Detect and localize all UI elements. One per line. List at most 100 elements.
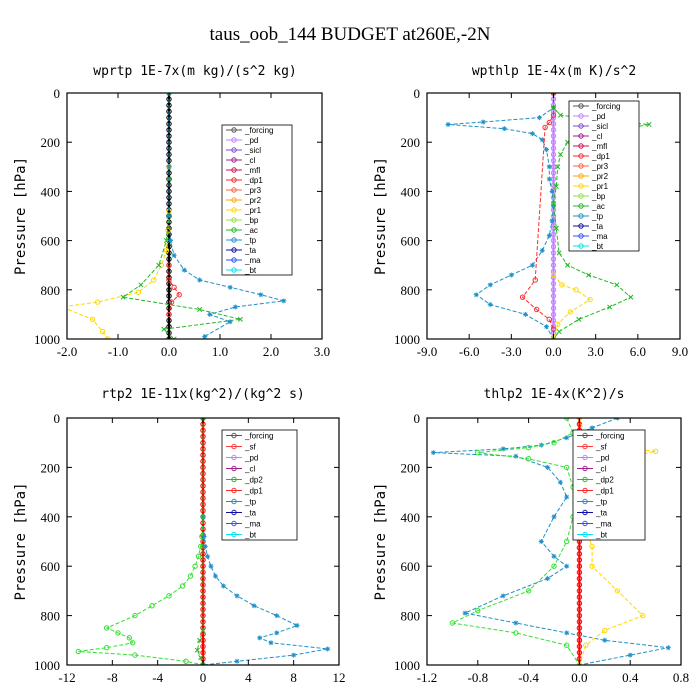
data-point bbox=[480, 119, 486, 125]
legend-marker bbox=[231, 187, 237, 193]
data-point bbox=[200, 627, 206, 633]
data-point bbox=[602, 637, 608, 643]
data-point bbox=[628, 294, 634, 300]
legend-marker bbox=[582, 498, 588, 505]
y-tick-label: 800 bbox=[401, 283, 421, 298]
data-point bbox=[200, 489, 206, 495]
data-point bbox=[132, 652, 138, 658]
y-tick-label: 600 bbox=[401, 559, 421, 574]
legend-marker bbox=[231, 157, 237, 163]
data-point bbox=[100, 328, 106, 335]
legend-label: _tp bbox=[244, 498, 257, 507]
legend-label: _ma bbox=[591, 232, 608, 241]
data-point bbox=[201, 534, 207, 540]
y-tick-label: 400 bbox=[401, 510, 421, 525]
data-point bbox=[550, 145, 557, 152]
data-point bbox=[589, 543, 595, 550]
data-point bbox=[555, 321, 561, 327]
legend-marker bbox=[578, 203, 584, 209]
data-point bbox=[550, 114, 557, 121]
x-tick-label: 0 bbox=[200, 670, 207, 685]
data-point bbox=[564, 538, 570, 545]
series-line-dp1 bbox=[521, 93, 554, 339]
data-point bbox=[166, 262, 172, 268]
y-tick-label: 800 bbox=[41, 283, 61, 298]
data-point bbox=[179, 583, 186, 589]
data-point bbox=[532, 277, 538, 283]
x-tick-label: 6.0 bbox=[630, 344, 646, 359]
data-point bbox=[525, 588, 532, 594]
data-point bbox=[551, 553, 557, 559]
data-point bbox=[200, 418, 206, 421]
x-tick-label: 4 bbox=[245, 670, 252, 685]
data-point bbox=[646, 121, 652, 128]
legend-label: _cl bbox=[595, 465, 606, 474]
legend-marker bbox=[582, 465, 588, 472]
data-point bbox=[166, 277, 172, 283]
legend: _forcing _sf _pd _cl _dp2 _dp1 _tp _ta _ma _bt bbox=[221, 429, 298, 541]
legend-label: _ma bbox=[244, 520, 261, 529]
data-point bbox=[513, 453, 519, 459]
data-point bbox=[576, 588, 583, 594]
legend-marker bbox=[582, 509, 588, 516]
data-point bbox=[445, 121, 451, 127]
legend-marker bbox=[578, 163, 584, 169]
legend-label: _bp bbox=[244, 216, 259, 225]
data-point bbox=[207, 311, 213, 317]
data-point bbox=[115, 630, 121, 636]
x-tick-label: 0.0 bbox=[545, 344, 561, 359]
y-tick-label: 0 bbox=[414, 411, 421, 426]
data-point bbox=[187, 573, 194, 579]
legend-marker bbox=[578, 243, 584, 249]
data-point bbox=[549, 188, 555, 194]
data-point bbox=[200, 637, 206, 643]
data-point bbox=[171, 284, 177, 291]
data-point bbox=[200, 662, 206, 665]
data-point bbox=[500, 593, 506, 599]
data-point bbox=[166, 593, 172, 599]
data-point bbox=[573, 287, 579, 293]
x-tick-label: -6.0 bbox=[459, 344, 480, 359]
legend-label: _forcing bbox=[244, 126, 273, 135]
legend-marker bbox=[231, 257, 237, 263]
data-point bbox=[197, 277, 203, 283]
data-point bbox=[220, 583, 226, 589]
legend-label: _cl bbox=[244, 465, 255, 474]
data-point bbox=[564, 494, 570, 500]
data-point bbox=[149, 603, 155, 609]
legend-marker bbox=[578, 113, 584, 119]
data-point bbox=[166, 305, 172, 311]
data-point bbox=[166, 170, 172, 176]
y-tick-label: 400 bbox=[41, 510, 61, 525]
legend-label: _pd bbox=[595, 454, 609, 463]
data-point bbox=[576, 606, 583, 613]
x-tick-label: 9.0 bbox=[672, 344, 688, 359]
data-point bbox=[565, 262, 571, 268]
data-point bbox=[550, 151, 557, 158]
x-tick-label: -8 bbox=[107, 670, 118, 685]
data-point bbox=[553, 183, 559, 190]
legend-label: _tp bbox=[595, 498, 608, 507]
data-point bbox=[475, 449, 481, 456]
data-point bbox=[536, 115, 542, 121]
data-point bbox=[183, 658, 189, 664]
data-point bbox=[166, 176, 172, 182]
data-point bbox=[89, 316, 96, 323]
y-tick-label: 600 bbox=[41, 559, 61, 574]
legend-marker bbox=[231, 217, 237, 223]
data-point bbox=[550, 133, 557, 139]
legend-marker bbox=[231, 454, 237, 461]
data-point bbox=[576, 582, 583, 588]
data-point bbox=[550, 256, 557, 262]
x-tick-label: -0.8 bbox=[468, 670, 489, 685]
data-point bbox=[166, 324, 172, 330]
data-point bbox=[205, 553, 211, 559]
y-tick-label: 0 bbox=[54, 411, 61, 426]
data-point bbox=[168, 299, 175, 305]
data-point bbox=[557, 479, 563, 485]
legend-marker bbox=[231, 127, 237, 133]
data-point bbox=[587, 296, 593, 303]
legend-label: _cl bbox=[591, 132, 602, 141]
legend-marker bbox=[582, 487, 588, 494]
data-point bbox=[449, 620, 456, 626]
